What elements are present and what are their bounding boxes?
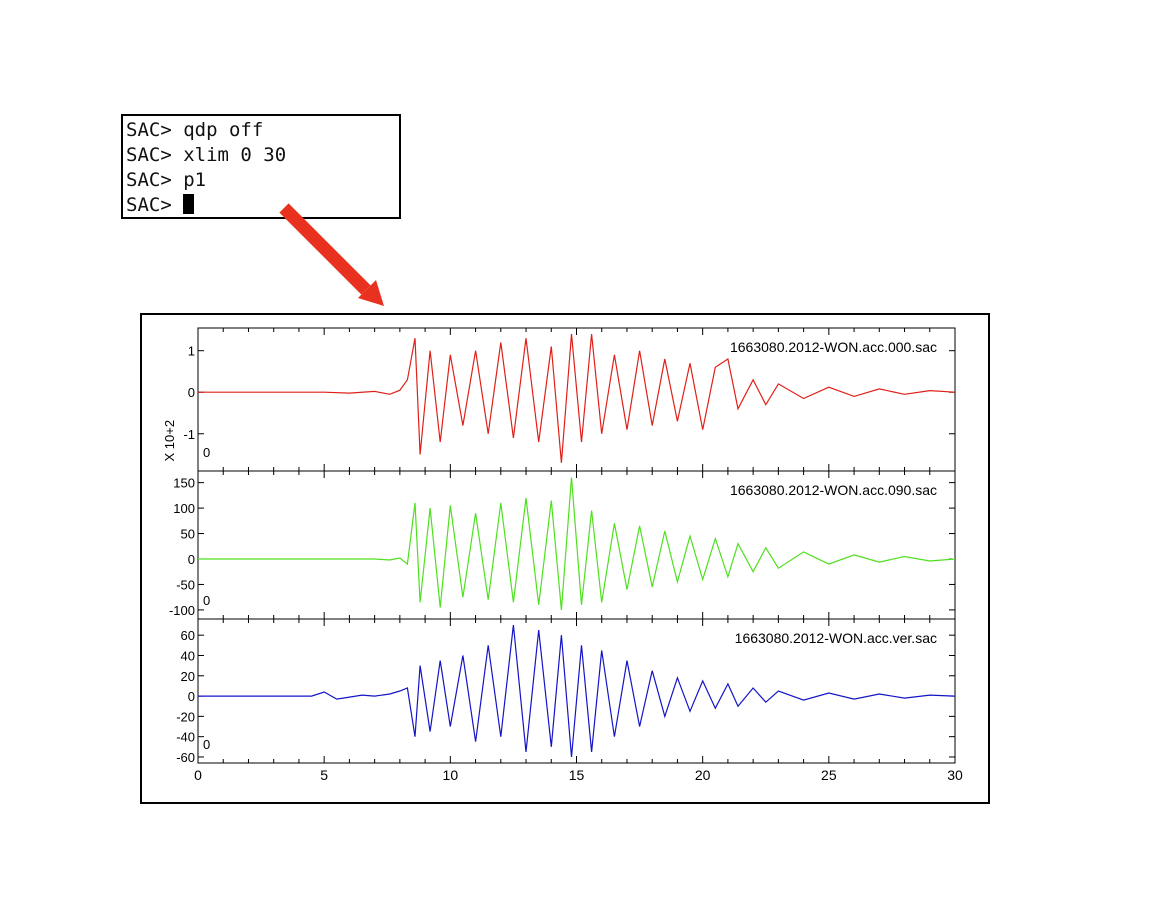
y-tick-label: 50 (181, 527, 195, 542)
sac-terminal[interactable]: SAC> qdp off SAC> xlim 0 30 SAC> p1 SAC> (121, 114, 401, 219)
y-tick-label: -100 (169, 603, 195, 618)
y-tick-label: 40 (181, 648, 195, 663)
terminal-cursor (183, 194, 195, 214)
y-tick-label: -50 (176, 577, 195, 592)
zero-mark: 0 (203, 445, 210, 460)
waveform-trace (198, 624, 956, 758)
seismogram-chart: 1663080.2012-WON.acc.000.sac X 10+2 0 10… (162, 327, 963, 783)
x-tick-label: 20 (695, 767, 711, 783)
file-label: 1663080.2012-WON.acc.ver.sac (735, 630, 937, 646)
panel-acc-090: 1663080.2012-WON.acc.090.sac 0 150 100 50 0… (169, 470, 956, 620)
y-tick-label: 100 (173, 501, 195, 516)
panel-acc-000: 1663080.2012-WON.acc.000.sac X 10+2 0 1 0… (162, 327, 956, 472)
x-tick-label: 15 (569, 767, 585, 783)
arrow-shaft (279, 203, 371, 295)
y-tick-label: 150 (173, 476, 195, 491)
x-tick-label: 30 (947, 767, 963, 783)
x-tick-label: 0 (194, 767, 202, 783)
terminal-line: SAC> xlim 0 30 (126, 144, 287, 166)
zero-mark: 0 (203, 593, 210, 608)
y-tick-label: 0 (188, 385, 195, 400)
terminal-line: SAC> p1 (126, 169, 207, 191)
y-tick-label: 20 (181, 669, 195, 684)
y-tick-label: 1 (188, 344, 195, 359)
x-tick-label: 10 (443, 767, 459, 783)
y-tick-label: -40 (176, 730, 195, 745)
x-tick-label: 25 (821, 767, 837, 783)
terminal-line: SAC> qdp off (126, 119, 264, 141)
x-axis: 0 5 10 15 20 25 30 (194, 767, 963, 783)
waveform-trace (198, 477, 956, 610)
y-tick-label: 0 (188, 689, 195, 704)
waveform-trace (198, 334, 956, 463)
zero-mark: 0 (203, 737, 210, 752)
terminal-prompt: SAC> (126, 194, 184, 216)
y-tick-label: 60 (181, 628, 195, 643)
y-scale-label: X 10+2 (162, 420, 177, 462)
y-tick-label: -1 (183, 427, 195, 442)
y-tick-label: -60 (176, 750, 195, 765)
x-tick-label: 5 (320, 767, 328, 783)
y-tick-label: 0 (188, 552, 195, 567)
file-label: 1663080.2012-WON.acc.090.sac (730, 482, 937, 498)
y-tick-label: -20 (176, 709, 195, 724)
file-label: 1663080.2012-WON.acc.000.sac (730, 339, 937, 355)
arrow-head (358, 280, 384, 306)
panel-acc-ver: 1663080.2012-WON.acc.ver.sac 0 60 40 20 0 -2… (176, 618, 956, 765)
terminal-prompt-line[interactable]: SAC> (126, 193, 399, 218)
